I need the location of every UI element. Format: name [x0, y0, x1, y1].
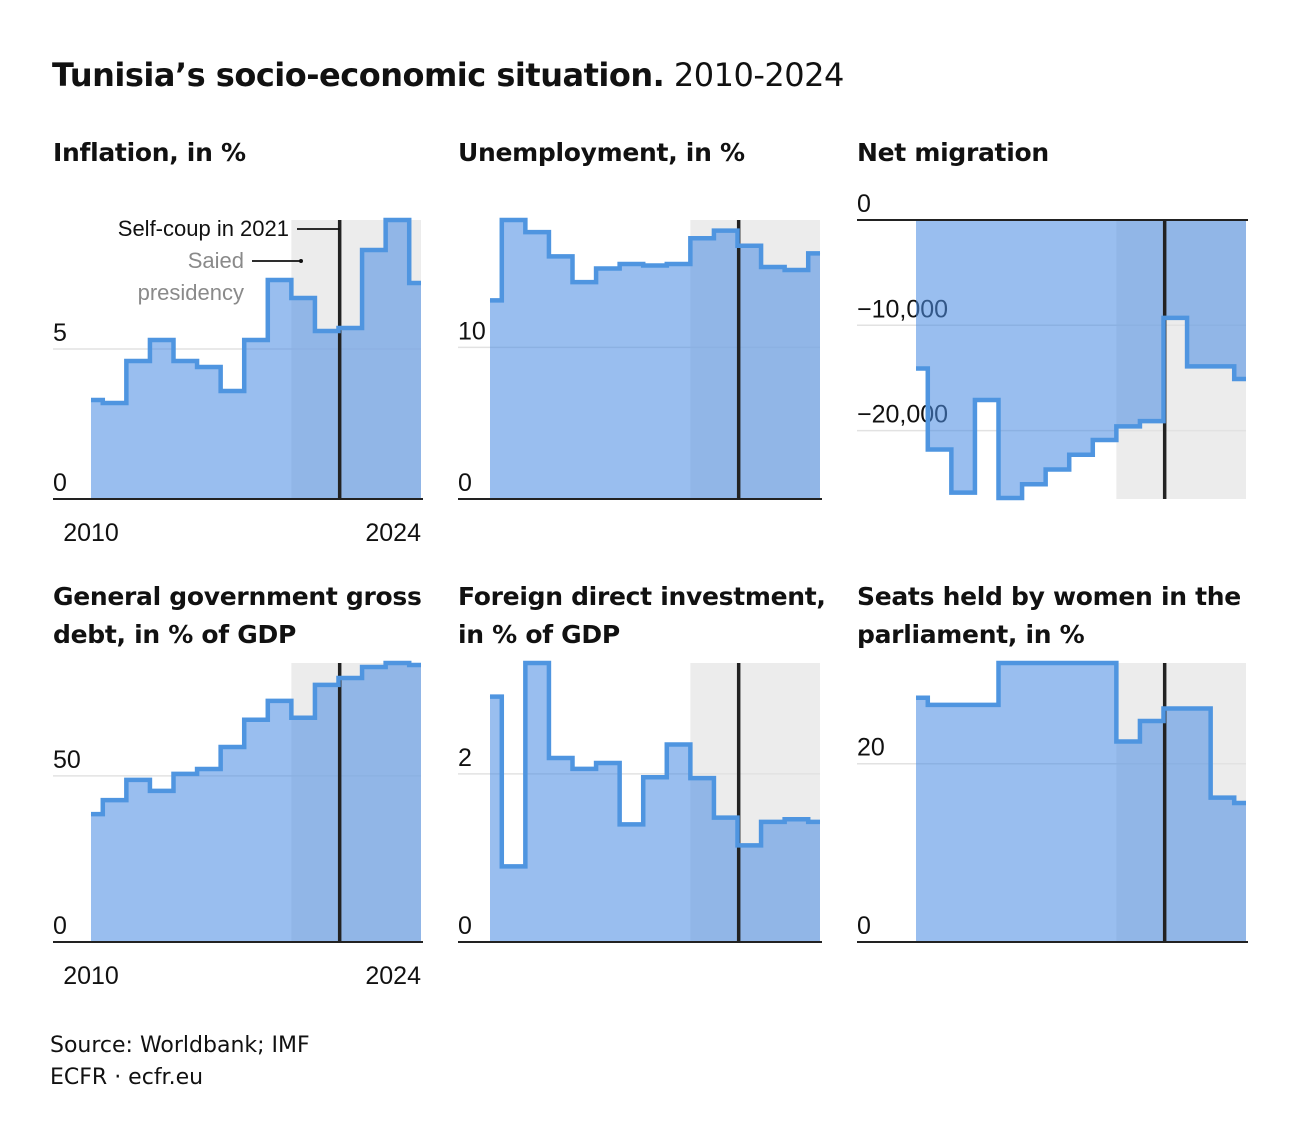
panel-title-women-seats: Seats held by women in the parliament, i…: [857, 582, 1241, 649]
credit-note: ECFR · ecfr.eu: [50, 1065, 204, 1090]
series-line: [916, 315, 1246, 501]
area-fill: [91, 663, 421, 942]
y-tick-label: 0: [53, 912, 67, 940]
panel-4: 02: [456, 660, 822, 943]
x-tick-label: 2024: [365, 962, 421, 990]
y-tick-label: 0: [458, 469, 472, 497]
y-tick-label: 20: [857, 734, 885, 762]
panel-title-unemployment: Unemployment, in %: [458, 138, 745, 167]
y-tick-label: 10: [458, 317, 486, 345]
source-note: Source: Worldbank; IMF: [50, 1033, 310, 1058]
y-tick-label: 0: [857, 912, 871, 940]
annotation-self-coup: Self-coup in 2021: [118, 216, 289, 241]
annotation-presidency: presidency: [138, 280, 244, 305]
annotation-saied: Saied: [188, 248, 244, 273]
panel-title-debt: General government gross debt, in % of G…: [53, 582, 422, 649]
annotation-dot: [299, 259, 303, 263]
panel-title-fdi: Foreign direct investment, in % of GDP: [458, 582, 826, 649]
x-tick-label: 2024: [365, 519, 421, 547]
y-tick-label: 5: [53, 319, 67, 347]
panel-2: 0−10,000−20,000: [855, 188, 1248, 501]
panel-5: 0 20: [855, 660, 1248, 943]
y-tick-label: 0: [458, 912, 472, 940]
y-tick-label: 2: [458, 744, 472, 772]
panel-title-inflation: Inflation, in %: [53, 138, 246, 167]
y-tick-label: 0: [857, 190, 871, 218]
panel-0: 0 5 2010 2024 Self-coup in 2021 Saied presiden…: [51, 216, 423, 547]
chart-title: Tunisia’s socio-economic situation. 2010…: [52, 56, 844, 94]
series-line: [916, 660, 1246, 806]
panel-1: 0 10: [456, 217, 822, 500]
y-tick-label: 50: [53, 746, 81, 774]
panel-3: 0 50 2010 2024: [51, 660, 423, 990]
panel-title-net-migration: Net migration: [857, 138, 1049, 167]
x-tick-label: 2010: [63, 519, 119, 547]
x-tick-label: 2010: [63, 962, 119, 990]
y-tick-label: 0: [53, 469, 67, 497]
